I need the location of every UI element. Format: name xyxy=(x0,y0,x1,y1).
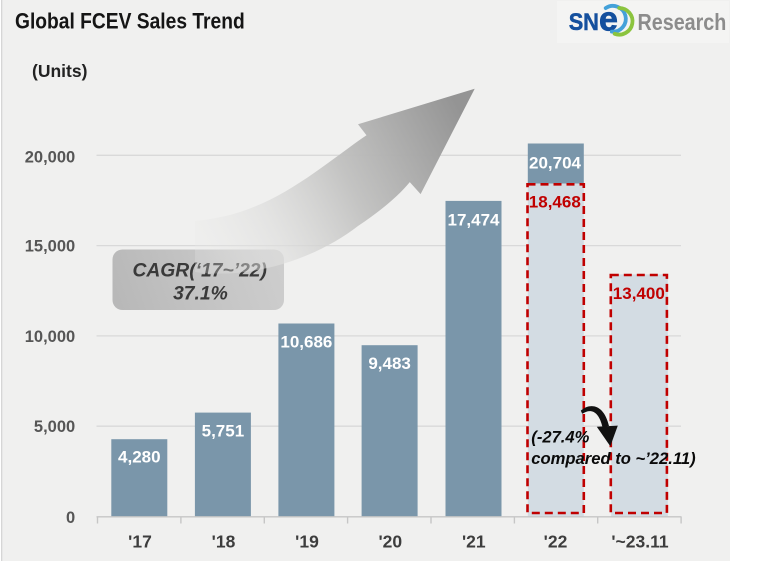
svg-text:e: e xyxy=(599,0,618,38)
svg-text:'22: '22 xyxy=(544,532,568,552)
svg-text:Research: Research xyxy=(638,8,727,35)
svg-text:37.1%: 37.1% xyxy=(173,284,228,305)
svg-text:10,686: 10,686 xyxy=(280,333,332,352)
svg-text:compared to ~’22.11): compared to ~’22.11) xyxy=(531,449,696,468)
svg-text:5,000: 5,000 xyxy=(34,418,75,436)
svg-text:(Units): (Units) xyxy=(32,61,87,81)
svg-text:'21: '21 xyxy=(462,532,486,552)
svg-text:5,751: 5,751 xyxy=(202,422,245,441)
svg-text:9,483: 9,483 xyxy=(368,354,411,373)
svg-text:4,280: 4,280 xyxy=(118,448,161,467)
svg-text:'18: '18 xyxy=(212,532,236,552)
svg-text:10,000: 10,000 xyxy=(25,328,75,346)
svg-text:SN: SN xyxy=(569,8,599,35)
svg-text:13,400: 13,400 xyxy=(613,284,665,303)
svg-text:20,000: 20,000 xyxy=(25,148,75,166)
svg-text:'17: '17 xyxy=(128,532,152,552)
svg-text:Global FCEV Sales Trend: Global FCEV Sales Trend xyxy=(15,9,245,34)
svg-text:'20: '20 xyxy=(378,532,402,552)
svg-text:18,468: 18,468 xyxy=(529,193,581,212)
svg-text:15,000: 15,000 xyxy=(25,238,75,256)
svg-text:(-27.4%: (-27.4% xyxy=(531,428,589,447)
svg-text:17,474: 17,474 xyxy=(448,210,501,229)
svg-text:'~23.11: '~23.11 xyxy=(611,532,668,552)
svg-text:0: 0 xyxy=(66,509,75,527)
svg-text:'19: '19 xyxy=(295,532,319,552)
svg-text:20,704: 20,704 xyxy=(529,153,582,172)
